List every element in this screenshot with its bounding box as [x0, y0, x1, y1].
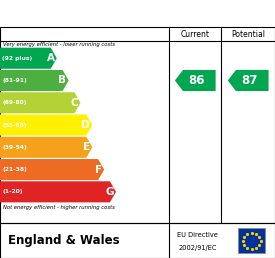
Text: A: A [46, 53, 54, 63]
Text: England & Wales: England & Wales [8, 234, 120, 247]
Text: G: G [105, 187, 114, 197]
Text: D: D [81, 120, 90, 130]
Polygon shape [0, 48, 57, 69]
Bar [238, 228, 265, 253]
Text: (39-54): (39-54) [2, 145, 27, 150]
Polygon shape [228, 70, 269, 91]
Text: 2002/91/EC: 2002/91/EC [178, 245, 217, 251]
Text: (69-80): (69-80) [2, 100, 27, 105]
Text: B: B [58, 76, 67, 85]
Text: E: E [83, 142, 90, 152]
Polygon shape [0, 70, 69, 91]
Polygon shape [175, 70, 216, 91]
Text: (81-91): (81-91) [2, 78, 27, 83]
Polygon shape [0, 115, 92, 135]
Text: Very energy efficient - lower running costs: Very energy efficient - lower running co… [3, 42, 115, 47]
Polygon shape [0, 181, 116, 202]
Text: 86: 86 [188, 74, 205, 87]
Text: EU Directive: EU Directive [177, 232, 218, 238]
Text: F: F [95, 165, 102, 175]
Text: 87: 87 [241, 74, 258, 87]
Text: (1-20): (1-20) [2, 189, 23, 194]
Text: Potential: Potential [231, 30, 265, 39]
Polygon shape [0, 159, 104, 180]
Text: (92 plus): (92 plus) [2, 56, 32, 61]
Text: C: C [71, 98, 78, 108]
Text: (55-68): (55-68) [2, 123, 27, 127]
Polygon shape [0, 137, 92, 158]
Text: Not energy efficient - higher running costs: Not energy efficient - higher running co… [3, 205, 115, 209]
Text: Current: Current [181, 30, 210, 39]
Text: (21-38): (21-38) [2, 167, 27, 172]
Text: Energy Efficiency Rating: Energy Efficiency Rating [36, 6, 239, 21]
Polygon shape [0, 92, 81, 113]
